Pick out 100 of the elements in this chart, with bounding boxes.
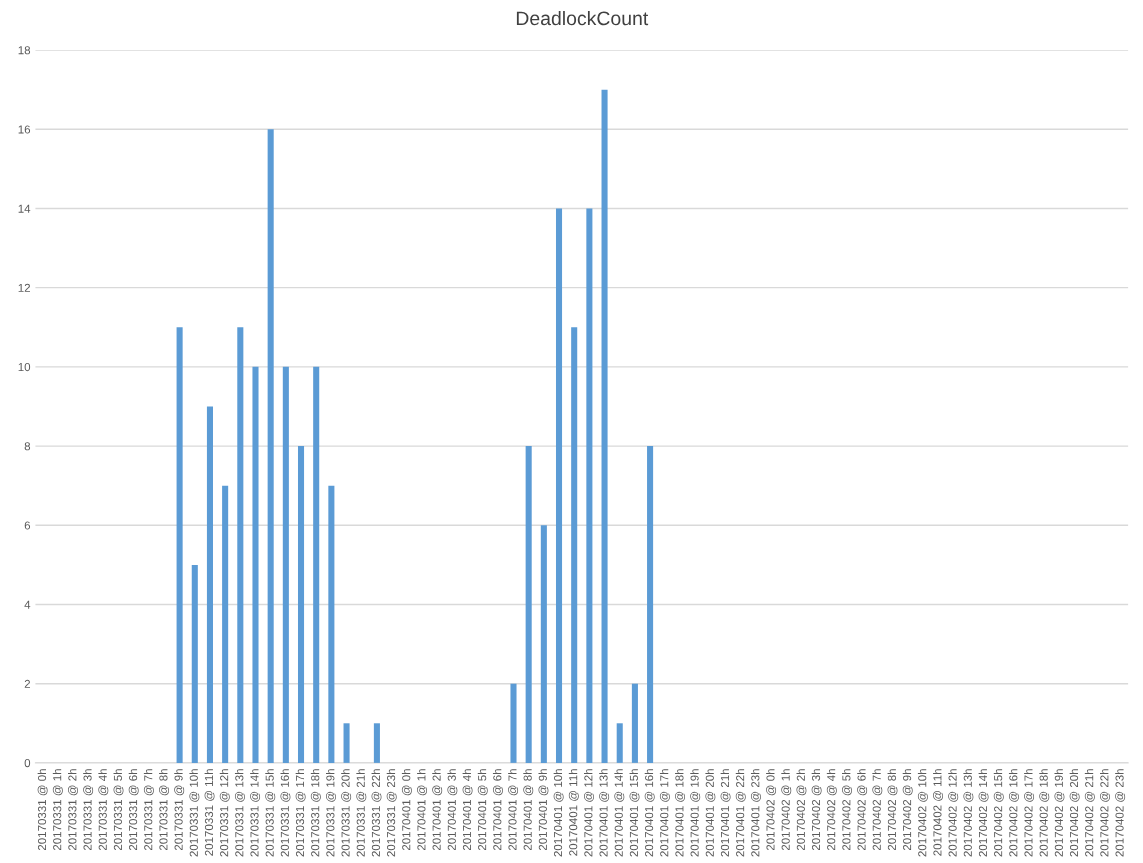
y-tick-label: 18 xyxy=(18,46,31,55)
bar xyxy=(222,485,229,763)
x-tick-label: 20170401 @ 22h xyxy=(735,769,746,857)
bar xyxy=(571,327,578,763)
x-tick-label: 20170402 @ 10h xyxy=(917,769,928,857)
x-tick-label: 20170331 @ 4h xyxy=(98,769,109,851)
bar xyxy=(510,683,517,763)
x-tick-label: 20170402 @ 13h xyxy=(963,769,974,857)
x-tick-label: 20170331 @ 1h xyxy=(52,769,63,851)
x-tick-label: 20170402 @ 19h xyxy=(1054,769,1065,857)
y-tick-label: 6 xyxy=(24,521,31,530)
x-tick-label: 20170402 @ 11h xyxy=(933,769,944,856)
x-tick-label: 20170401 @ 19h xyxy=(690,769,701,857)
x-tick-label: 20170402 @ 3h xyxy=(811,769,822,851)
x-tick-label: 20170331 @ 15h xyxy=(265,769,276,857)
x-tick-label: 20170402 @ 1h xyxy=(781,769,792,851)
x-tick-label: 20170401 @ 10h xyxy=(553,769,564,857)
x-tick-label: 20170331 @ 19h xyxy=(326,769,336,857)
x-tick-label: 20170331 @ 23h xyxy=(386,769,397,857)
y-tick-label: 8 xyxy=(24,442,31,451)
x-tick-label: 20170401 @ 2h xyxy=(432,769,443,851)
bar xyxy=(601,89,608,763)
y-tick-label: 16 xyxy=(18,125,31,134)
bar xyxy=(176,327,183,763)
x-tick-label: 20170402 @ 20h xyxy=(1069,769,1080,857)
x-tick-label: 20170401 @ 12h xyxy=(584,769,594,857)
x-tick-label: 20170331 @ 9h xyxy=(174,769,185,851)
x-tick-label: 20170402 @ 0h xyxy=(766,769,777,851)
x-tick-label: 20170402 @ 9h xyxy=(902,769,913,851)
bar xyxy=(343,723,350,763)
x-tick-label: 20170402 @ 23h xyxy=(1115,769,1126,857)
y-tick-label: 4 xyxy=(24,600,31,609)
x-tick-label: 20170331 @ 16h xyxy=(280,769,291,857)
chart-title: DeadlockCount xyxy=(516,10,649,26)
x-tick-label: 20170401 @ 17h xyxy=(659,769,670,857)
x-tick-label: 20170402 @ 12h xyxy=(948,769,959,857)
x-tick-label: 20170402 @ 21h xyxy=(1084,769,1095,857)
bar xyxy=(297,446,305,763)
y-tick-label: 12 xyxy=(18,283,30,292)
x-tick-label: 20170402 @ 18h xyxy=(1039,769,1050,857)
x-tick-label: 20170331 @ 11h xyxy=(204,769,215,856)
bar xyxy=(525,446,532,763)
x-tick-label: 20170402 @ 7h xyxy=(872,769,883,851)
bar xyxy=(647,446,654,763)
x-tick-label: 20170401 @ 7h xyxy=(508,769,519,851)
bar xyxy=(328,485,335,763)
x-tick-label: 20170401 @ 13h xyxy=(599,769,610,857)
x-tick-label: 20170331 @ 22h xyxy=(371,769,382,857)
bar xyxy=(267,129,274,763)
x-tick-label: 20170331 @ 13h xyxy=(234,769,245,857)
bar xyxy=(631,683,638,763)
x-tick-label: 20170401 @ 9h xyxy=(538,769,549,851)
x-tick-label: 20170331 @ 0h xyxy=(37,769,48,851)
x-tick-label: 20170331 @ 20h xyxy=(341,769,352,857)
x-tick-label: 20170401 @ 14h xyxy=(614,769,625,857)
bar xyxy=(373,723,380,763)
bar xyxy=(282,366,289,763)
x-tick-label: 20170401 @ 3h xyxy=(447,769,458,851)
x-tick-label: 20170331 @ 21h xyxy=(356,769,367,857)
x-tick-label: 20170402 @ 17h xyxy=(1024,769,1035,857)
bar xyxy=(555,208,563,763)
bar xyxy=(252,366,259,763)
bar xyxy=(313,366,320,763)
x-tick-label: 20170401 @ 8h xyxy=(523,769,534,851)
x-tick-label: 20170401 @ 0h xyxy=(401,769,412,851)
x-tick-label: 20170331 @ 12h xyxy=(219,769,230,857)
y-tick-label: 10 xyxy=(18,363,31,372)
x-tick-label: 20170402 @ 5h xyxy=(842,769,852,851)
x-tick-label: 20170331 @ 2h xyxy=(68,769,78,851)
x-tick-label: 20170401 @ 11h xyxy=(568,769,579,856)
x-tick-label: 20170402 @ 14h xyxy=(978,769,989,857)
x-tick-label: 20170402 @ 2h xyxy=(796,769,807,851)
x-tick-label: 20170331 @ 8h xyxy=(159,769,170,851)
y-tick-label: 14 xyxy=(18,204,31,213)
x-tick-label: 20170402 @ 6h xyxy=(857,769,868,851)
x-tick-label: 20170331 @ 14h xyxy=(250,769,261,857)
bar xyxy=(540,525,547,763)
bar xyxy=(237,327,244,763)
y-tick-label: 2 xyxy=(24,679,30,688)
bar xyxy=(616,723,623,763)
x-tick-label: 20170401 @ 4h xyxy=(462,769,473,851)
x-tick-label: 20170401 @ 1h xyxy=(417,769,428,851)
y-tick-label: 0 xyxy=(24,759,31,768)
x-tick-label: 20170402 @ 15h xyxy=(993,769,1004,857)
x-tick-label: 20170401 @ 21h xyxy=(720,769,731,857)
x-tick-label: 20170331 @ 5h xyxy=(113,769,124,851)
x-tick-label: 20170401 @ 16h xyxy=(644,769,655,857)
x-tick-label: 20170331 @ 6h xyxy=(128,769,139,851)
x-tick-label: 20170401 @ 15h xyxy=(629,769,640,857)
x-tick-label: 20170401 @ 5h xyxy=(477,769,488,851)
x-tick-label: 20170331 @ 18h xyxy=(310,769,321,857)
x-tick-label: 20170401 @ 20h xyxy=(705,769,716,857)
x-tick-label: 20170331 @ 7h xyxy=(143,769,154,851)
bar xyxy=(191,564,198,763)
x-tick-label: 20170401 @ 23h xyxy=(750,769,761,857)
x-tick-label: 20170331 @ 17h xyxy=(295,769,306,857)
x-tick-label: 20170402 @ 8h xyxy=(887,769,898,851)
x-tick-label: 20170401 @ 18h xyxy=(675,769,686,857)
bar xyxy=(206,406,213,763)
bar xyxy=(586,208,593,763)
